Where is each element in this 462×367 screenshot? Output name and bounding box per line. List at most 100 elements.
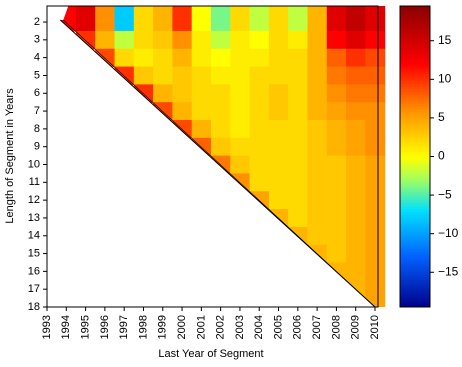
colorbar-swatch bbox=[400, 78, 430, 82]
colorbar-swatch bbox=[400, 219, 430, 223]
colorbar-swatch bbox=[400, 276, 430, 280]
heat-cell bbox=[365, 102, 386, 121]
heat-cell bbox=[326, 66, 347, 85]
heat-cell bbox=[153, 30, 174, 50]
heat-cell bbox=[326, 137, 347, 157]
colorbar-swatch bbox=[400, 261, 430, 265]
heat-cell bbox=[191, 6, 212, 32]
heat-cell bbox=[114, 6, 135, 32]
colorbar-swatch bbox=[400, 46, 430, 50]
x-tick-label: 1995 bbox=[79, 315, 91, 339]
heat-cell bbox=[288, 173, 309, 192]
heat-cell bbox=[172, 30, 193, 50]
heat-cell bbox=[365, 66, 386, 85]
colorbar-swatch bbox=[400, 68, 430, 72]
colorbar-swatch bbox=[400, 179, 430, 183]
colorbar-swatch bbox=[400, 151, 430, 155]
heat-cell bbox=[288, 84, 309, 103]
heat-cell bbox=[346, 191, 366, 210]
colorbar-swatch bbox=[400, 101, 430, 105]
heat-cell bbox=[133, 84, 154, 103]
colorbar-swatch bbox=[400, 148, 430, 152]
x-tick-label: 2007 bbox=[311, 315, 323, 339]
heat-cell bbox=[268, 6, 289, 32]
heat-cell bbox=[249, 66, 270, 85]
plot-frame bbox=[46, 5, 379, 308]
colorbar-swatch bbox=[400, 174, 430, 178]
heat-cell bbox=[172, 48, 193, 68]
heat-cell bbox=[346, 30, 366, 50]
colorbar-swatch bbox=[400, 279, 430, 283]
heat-cell bbox=[153, 6, 174, 32]
colorbar-swatch bbox=[400, 41, 430, 45]
colorbar-swatch bbox=[400, 241, 430, 245]
heat-cell bbox=[307, 6, 328, 32]
heat-cell bbox=[211, 119, 231, 139]
colorbar-swatch bbox=[400, 289, 430, 293]
heat-cell bbox=[114, 66, 135, 85]
heat-cell bbox=[95, 30, 116, 50]
heat-cell bbox=[288, 48, 309, 68]
colorbar-swatch bbox=[400, 18, 430, 22]
heat-cell bbox=[307, 84, 328, 103]
heat-cell bbox=[268, 48, 289, 68]
heat-cell bbox=[172, 6, 193, 32]
heat-cell bbox=[365, 244, 386, 264]
colorbar-swatch bbox=[400, 171, 430, 175]
y-tick-label: 3 bbox=[34, 34, 40, 46]
colorbar-swatch bbox=[400, 116, 430, 120]
colorbar-tick-label: −10 bbox=[438, 226, 459, 240]
heat-cell bbox=[365, 209, 386, 228]
heat-cell bbox=[191, 119, 212, 139]
colorbar-swatch bbox=[400, 226, 430, 230]
colorbar-swatch bbox=[400, 256, 430, 260]
colorbar-swatch bbox=[400, 286, 430, 290]
colorbar-swatch bbox=[400, 143, 430, 147]
heat-cell bbox=[211, 84, 231, 103]
x-tick-label: 1998 bbox=[137, 315, 149, 339]
heat-cell bbox=[326, 191, 347, 210]
colorbar-swatch bbox=[400, 61, 430, 65]
heat-cell bbox=[365, 226, 386, 246]
x-tick-label: 1996 bbox=[99, 315, 111, 339]
y-tick-label: 6 bbox=[34, 87, 40, 99]
heat-cell bbox=[230, 48, 251, 68]
heat-cell bbox=[230, 84, 251, 103]
colorbar-swatch bbox=[400, 196, 430, 200]
colorbar-swatch bbox=[400, 76, 430, 80]
colorbar-swatch bbox=[400, 108, 430, 112]
colorbar-swatch bbox=[400, 281, 430, 285]
heat-cell bbox=[346, 226, 366, 246]
colorbar-swatch bbox=[400, 236, 430, 240]
heat-cell bbox=[346, 48, 366, 68]
colorbar-swatch bbox=[400, 156, 430, 160]
heat-cell bbox=[307, 48, 328, 68]
colorbar-swatch bbox=[400, 31, 430, 35]
colorbar-swatch bbox=[400, 301, 430, 305]
colorbar-swatch bbox=[400, 21, 430, 25]
heat-cell bbox=[326, 30, 347, 50]
colorbar-swatch bbox=[400, 133, 430, 137]
heat-cell bbox=[288, 209, 309, 228]
x-tick-label: 2003 bbox=[234, 315, 246, 339]
heat-cell bbox=[326, 244, 347, 264]
x-tick-label: 1999 bbox=[157, 315, 169, 339]
diagonal bbox=[59, 19, 376, 308]
heat-cell bbox=[191, 48, 212, 68]
colorbar-swatch bbox=[400, 8, 430, 12]
y-tick-label: 9 bbox=[34, 141, 40, 153]
colorbar-swatch bbox=[400, 216, 430, 220]
colorbar-tick-label: 15 bbox=[438, 33, 452, 47]
colorbar-swatch bbox=[400, 184, 430, 188]
colorbar-swatch bbox=[400, 98, 430, 102]
x-tick-label: 1993 bbox=[41, 315, 53, 339]
heat-cell bbox=[346, 209, 366, 228]
y-tick-label: 12 bbox=[28, 194, 40, 206]
y-tick-label: 8 bbox=[34, 123, 40, 135]
colorbar-swatch bbox=[400, 296, 430, 300]
heat-cell bbox=[288, 137, 309, 157]
colorbar-swatch bbox=[400, 186, 430, 190]
colorbar-swatch bbox=[400, 231, 430, 235]
colorbar-swatch bbox=[400, 191, 430, 195]
colorbar-swatch bbox=[400, 201, 430, 205]
